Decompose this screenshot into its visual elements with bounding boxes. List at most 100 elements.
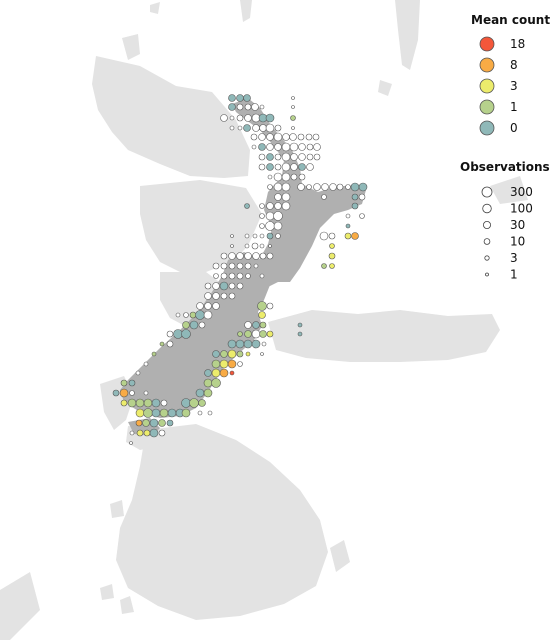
observation-point xyxy=(290,153,298,161)
observation-point xyxy=(129,390,135,396)
observation-point xyxy=(230,244,234,248)
observation-point xyxy=(119,388,129,398)
observation-point xyxy=(258,143,266,151)
observation-point xyxy=(175,312,181,318)
observation-point xyxy=(358,182,368,192)
observation-point xyxy=(250,133,258,141)
observation-point xyxy=(259,124,267,132)
observation-point xyxy=(227,339,237,349)
observation-point xyxy=(189,398,199,408)
observation-point xyxy=(265,211,275,221)
mean-count-label: 3 xyxy=(510,79,518,93)
observation-point xyxy=(220,262,228,270)
observation-point xyxy=(129,441,133,445)
observation-point xyxy=(329,263,335,269)
observation-point xyxy=(143,361,149,367)
observation-point xyxy=(236,282,244,290)
observation-point xyxy=(204,292,212,300)
observation-point xyxy=(236,252,244,260)
observation-point xyxy=(328,232,336,240)
observation-point xyxy=(251,144,257,150)
observations-label: 300 xyxy=(510,185,533,199)
observation-point xyxy=(158,429,166,437)
observation-point xyxy=(266,163,274,171)
observation-point xyxy=(159,341,165,347)
observation-point xyxy=(228,292,236,300)
observation-point xyxy=(127,398,137,408)
observation-point xyxy=(258,311,266,319)
observation-point xyxy=(237,361,243,367)
observation-point xyxy=(196,302,204,310)
observation-point xyxy=(183,312,189,318)
observation-point xyxy=(345,213,351,219)
observation-point xyxy=(282,133,290,141)
observation-point xyxy=(358,193,366,201)
observation-point xyxy=(329,243,335,249)
observation-point xyxy=(273,221,283,231)
mean-count-swatch-3 xyxy=(479,78,495,94)
observation-point xyxy=(298,163,306,171)
observation-point xyxy=(135,408,145,418)
observations-swatch-300 xyxy=(481,186,493,198)
observations-swatch-1 xyxy=(485,272,489,277)
observation-point xyxy=(143,390,149,396)
observation-point xyxy=(211,378,221,388)
observation-point xyxy=(260,352,264,356)
observation-point xyxy=(229,115,235,121)
observation-point xyxy=(275,233,281,239)
observation-point xyxy=(244,321,252,329)
observation-point xyxy=(212,350,220,358)
observation-point xyxy=(227,359,237,369)
observation-point xyxy=(243,339,253,349)
observation-point xyxy=(211,359,221,369)
observation-point xyxy=(228,262,236,270)
observation-point xyxy=(251,103,259,111)
observation-point xyxy=(251,339,261,349)
mean-count-swatch-18 xyxy=(479,36,495,52)
observation-point xyxy=(290,163,298,171)
observation-point xyxy=(305,133,313,141)
observation-point xyxy=(297,331,303,337)
observation-point xyxy=(135,419,143,427)
observation-point xyxy=(252,252,260,260)
observation-point xyxy=(273,182,283,192)
observation-point xyxy=(252,233,258,239)
observation-point xyxy=(312,133,320,141)
observation-point xyxy=(228,282,236,290)
observation-point xyxy=(259,104,265,110)
mean-count-label: 1 xyxy=(510,100,518,114)
observations-legend: Observations 300 100 30 10 3 1 xyxy=(460,160,550,282)
observation-point xyxy=(212,292,220,300)
observation-point xyxy=(189,320,199,330)
observation-point xyxy=(204,282,212,290)
observation-point xyxy=(351,202,359,210)
observation-point xyxy=(281,172,291,182)
observation-point xyxy=(135,398,145,408)
observation-point xyxy=(129,430,135,436)
observation-point xyxy=(142,419,150,427)
observation-point xyxy=(204,369,212,377)
observation-point xyxy=(313,153,321,161)
observation-point xyxy=(259,321,267,329)
observation-point xyxy=(166,340,174,348)
observation-point xyxy=(259,273,265,279)
observation-point xyxy=(236,272,244,280)
observations-swatch-3 xyxy=(484,255,490,261)
observation-point xyxy=(203,388,213,398)
mean-count-label: 8 xyxy=(510,58,518,72)
observation-point xyxy=(313,143,321,151)
observation-point xyxy=(291,96,295,100)
observation-point xyxy=(230,234,234,238)
observation-point xyxy=(245,351,251,357)
observation-point xyxy=(228,94,236,102)
observation-point xyxy=(245,273,251,279)
observation-point xyxy=(265,113,275,123)
observation-point xyxy=(274,153,282,161)
observation-point xyxy=(291,126,295,130)
observation-point xyxy=(298,153,306,161)
observation-point xyxy=(252,124,260,132)
observations-swatch-30 xyxy=(482,220,491,229)
observation-point xyxy=(259,213,265,219)
observation-point xyxy=(267,174,273,180)
